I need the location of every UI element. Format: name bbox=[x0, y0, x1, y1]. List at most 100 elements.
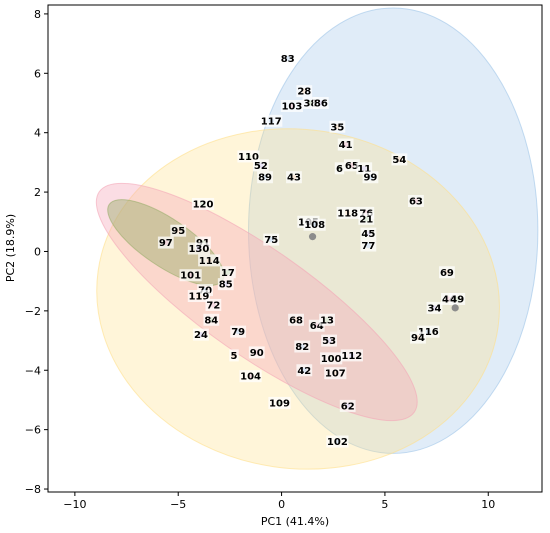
x-tick-label: 0 bbox=[278, 498, 285, 511]
data-point: 84 bbox=[203, 313, 220, 326]
point-label: 35 bbox=[330, 122, 344, 133]
point-label: 79 bbox=[231, 327, 245, 338]
point-label: 21 bbox=[359, 214, 373, 225]
y-tick-label: −6 bbox=[25, 424, 41, 437]
data-point: 21 bbox=[358, 212, 375, 225]
point-label: 72 bbox=[206, 300, 220, 311]
y-tick-label: 0 bbox=[34, 245, 41, 258]
point-label: 54 bbox=[392, 155, 406, 166]
data-point: 104 bbox=[239, 370, 262, 383]
point-label: 82 bbox=[295, 342, 309, 353]
point-label: 5 bbox=[231, 351, 238, 362]
point-label-bg bbox=[337, 138, 354, 151]
point-label: 28 bbox=[297, 87, 311, 98]
point-label: 64 bbox=[310, 321, 324, 332]
point-label: 89 bbox=[258, 173, 272, 184]
point-label-bg bbox=[362, 171, 379, 184]
point-label: 62 bbox=[341, 401, 355, 412]
x-tick-label: −5 bbox=[170, 498, 186, 511]
point-label-bg bbox=[319, 313, 335, 326]
point-label-bg bbox=[252, 159, 269, 172]
x-tick-label: −10 bbox=[63, 498, 86, 511]
point-label-bg bbox=[334, 162, 345, 175]
plot-frame bbox=[47, 4, 543, 493]
data-point: 62 bbox=[339, 399, 356, 412]
point-label-bg bbox=[410, 331, 426, 344]
point-label: 86 bbox=[314, 98, 328, 109]
x-tick-label: 10 bbox=[481, 498, 495, 511]
point-label: 108 bbox=[304, 220, 325, 231]
data-point: 101 bbox=[179, 269, 202, 282]
point-label: 119 bbox=[188, 292, 209, 303]
data-point: 63 bbox=[408, 194, 424, 207]
point-label-bg bbox=[268, 396, 291, 409]
point-label: 52 bbox=[254, 161, 268, 172]
data-point: 83 bbox=[279, 52, 296, 65]
confidence-ellipse-2 bbox=[96, 128, 500, 470]
point-label-bg bbox=[248, 346, 265, 359]
point-label: 24 bbox=[194, 330, 208, 341]
data-point: 72 bbox=[205, 298, 222, 311]
point-label: 118 bbox=[337, 208, 358, 219]
data-point: 52 bbox=[252, 159, 269, 172]
point-label-bg bbox=[239, 370, 262, 383]
point-label: 114 bbox=[199, 256, 220, 267]
point-label-bg bbox=[324, 367, 347, 380]
data-point: 75 bbox=[263, 233, 280, 246]
data-point: 5 bbox=[229, 349, 239, 362]
point-label: 110 bbox=[238, 152, 259, 163]
data-point: 69 bbox=[439, 266, 455, 279]
data-point: 24 bbox=[193, 328, 209, 341]
y-axis-label: PC2 (18.9%) bbox=[4, 214, 17, 282]
point-label: 43 bbox=[287, 173, 301, 184]
point-label: 77 bbox=[361, 241, 375, 252]
data-point: 86 bbox=[312, 96, 329, 109]
data-point: 118 bbox=[336, 206, 359, 219]
point-label: 104 bbox=[240, 372, 261, 383]
data-point: 6 bbox=[334, 162, 345, 175]
point-label-bg bbox=[260, 114, 283, 127]
point-label: 99 bbox=[363, 173, 377, 184]
point-label-bg bbox=[294, 340, 311, 353]
data-point: 49 bbox=[449, 292, 466, 305]
point-label: 45 bbox=[361, 229, 375, 240]
point-label-bg bbox=[336, 206, 359, 219]
data-point: 112 bbox=[340, 349, 363, 362]
point-label: 44 bbox=[442, 294, 456, 305]
point-label: 90 bbox=[250, 348, 264, 359]
data-point: 68 bbox=[288, 313, 304, 326]
point-label-bg bbox=[191, 197, 215, 210]
point-label: 109 bbox=[269, 398, 290, 409]
point-label-bg bbox=[391, 153, 408, 166]
data-point: 100 bbox=[320, 352, 343, 365]
point-label: 34 bbox=[428, 303, 442, 314]
point-label: 41 bbox=[339, 140, 353, 151]
point-label: 95 bbox=[171, 226, 185, 237]
point-label-bg bbox=[230, 325, 247, 338]
data-point: 97 bbox=[157, 236, 174, 249]
point-label-bg bbox=[229, 349, 239, 362]
data-point: 42 bbox=[296, 364, 313, 377]
point-label: 6 bbox=[336, 164, 343, 175]
data-point: 43 bbox=[286, 171, 302, 184]
data-point: 99 bbox=[362, 171, 379, 184]
y-tick-label: 6 bbox=[34, 67, 41, 80]
point-label-bg bbox=[170, 224, 187, 237]
point-label-bg bbox=[203, 313, 220, 326]
data-point: 120 bbox=[191, 197, 215, 210]
point-label: 65 bbox=[345, 161, 359, 172]
y-tick-label: −2 bbox=[25, 305, 41, 318]
y-tick-label: −4 bbox=[25, 364, 41, 377]
data-point: 35 bbox=[329, 120, 346, 133]
data-point: 95 bbox=[170, 224, 187, 237]
data-point: 85 bbox=[217, 278, 234, 291]
point-label: 49 bbox=[450, 294, 464, 305]
point-label: 100 bbox=[321, 354, 342, 365]
y-tick-label: 2 bbox=[34, 186, 41, 199]
point-label: 85 bbox=[219, 280, 233, 291]
group-centroid bbox=[451, 304, 459, 312]
data-point: 79 bbox=[230, 325, 247, 338]
